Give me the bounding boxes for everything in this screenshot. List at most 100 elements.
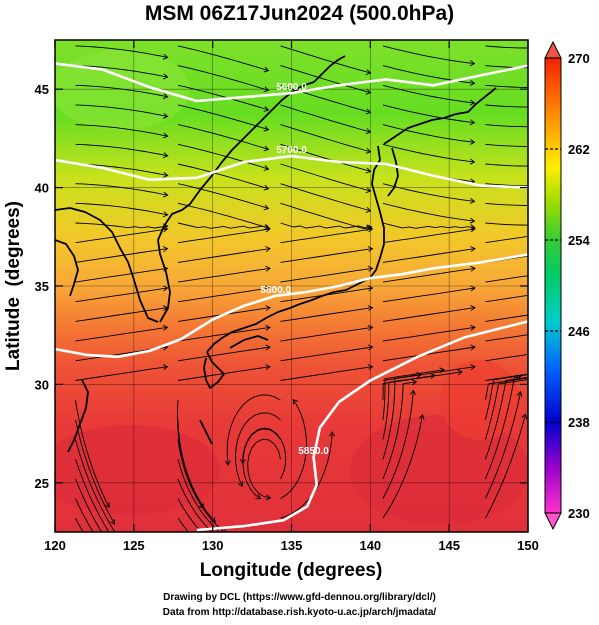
streamline bbox=[75, 366, 168, 381]
streamline bbox=[484, 379, 528, 440]
streamline bbox=[382, 366, 476, 381]
streamline bbox=[177, 104, 269, 131]
streamline bbox=[75, 45, 168, 58]
streamline bbox=[177, 267, 271, 283]
streamline bbox=[242, 428, 281, 500]
streamline-arrow bbox=[574, 221, 578, 226]
streamline-arrow bbox=[574, 103, 578, 108]
x-axis-label: Longitude (degrees) bbox=[200, 560, 383, 581]
streamline bbox=[485, 104, 528, 108]
streamline bbox=[382, 104, 475, 124]
streamline bbox=[382, 414, 424, 519]
streamline-arrow bbox=[232, 540, 237, 545]
streamline bbox=[280, 228, 373, 244]
wind-streamlines bbox=[75, 44, 578, 587]
streamline bbox=[75, 439, 116, 532]
streamline bbox=[382, 65, 475, 84]
streamline-arrow bbox=[470, 265, 476, 272]
x-tick-label: 140 bbox=[359, 538, 381, 553]
streamline-arrow bbox=[540, 375, 545, 380]
x-tick-label: 120 bbox=[44, 538, 66, 553]
streamline bbox=[485, 202, 528, 206]
streamline-arrow bbox=[574, 201, 578, 206]
streamline-arrow bbox=[255, 493, 262, 500]
colorbar-bottom-arrow bbox=[544, 512, 562, 531]
streamline bbox=[280, 267, 373, 283]
streamline bbox=[485, 373, 528, 381]
streamline bbox=[75, 287, 168, 303]
streamline-arrow bbox=[130, 582, 135, 587]
streamline-arrow bbox=[470, 305, 476, 312]
streamline-arrow bbox=[573, 345, 578, 350]
streamline bbox=[280, 248, 373, 263]
streamline bbox=[177, 202, 269, 229]
streamline-arrow bbox=[265, 364, 271, 371]
streamline bbox=[75, 267, 168, 283]
streamline bbox=[485, 334, 528, 342]
streamline bbox=[484, 391, 522, 499]
y-tick-label: 35 bbox=[35, 279, 49, 294]
streamline bbox=[75, 222, 168, 229]
streamline-arrow bbox=[469, 198, 476, 204]
streamline-arrow bbox=[573, 306, 578, 311]
streamline bbox=[382, 143, 475, 163]
streamline bbox=[226, 394, 281, 466]
streamline bbox=[75, 400, 110, 508]
streamline-arrow bbox=[470, 224, 476, 231]
streamline-arrow bbox=[328, 431, 335, 437]
streamline bbox=[382, 381, 417, 480]
streamline bbox=[177, 65, 269, 91]
streamline bbox=[382, 228, 476, 244]
streamline-arrow bbox=[263, 66, 270, 73]
streamline-arrow bbox=[263, 86, 270, 93]
streamline bbox=[177, 163, 269, 190]
x-axis: 120 125 130 135 140 145 150 bbox=[44, 40, 539, 553]
y-tick-label: 45 bbox=[35, 82, 49, 97]
streamline-arrow bbox=[263, 125, 270, 132]
streamline-arrow bbox=[292, 399, 299, 405]
streamline bbox=[485, 222, 528, 226]
streamline-arrow bbox=[470, 344, 476, 351]
streamline bbox=[177, 459, 221, 532]
streamline-arrow bbox=[224, 460, 231, 466]
streamline-arrow bbox=[574, 44, 578, 49]
streamline bbox=[280, 84, 371, 113]
contour-label: 5700.0 bbox=[276, 145, 307, 156]
streamline bbox=[75, 326, 168, 342]
streamline-arrow bbox=[263, 184, 270, 191]
streamline-arrow bbox=[265, 494, 272, 501]
streamline bbox=[382, 202, 475, 222]
streamline bbox=[485, 163, 528, 167]
streamline-arrow bbox=[367, 265, 374, 272]
streamline-arrow bbox=[198, 503, 205, 509]
streamline-arrow bbox=[162, 324, 169, 331]
streamline bbox=[280, 124, 371, 153]
streamline bbox=[485, 45, 528, 49]
streamline bbox=[177, 326, 271, 342]
streamline-arrow bbox=[573, 266, 578, 271]
streamline-arrow bbox=[263, 165, 270, 171]
streamline bbox=[485, 235, 528, 244]
streamline bbox=[484, 376, 528, 460]
streamline-arrow bbox=[367, 364, 374, 371]
x-tick-label: 145 bbox=[438, 538, 460, 553]
streamline bbox=[177, 84, 269, 111]
streamline bbox=[75, 419, 116, 525]
streamline-arrow bbox=[162, 132, 169, 139]
streamline bbox=[484, 377, 528, 401]
streamline-arrow bbox=[162, 285, 169, 292]
streamline bbox=[382, 307, 476, 322]
coastlines bbox=[55, 55, 497, 453]
contour-line bbox=[55, 154, 528, 189]
streamline bbox=[280, 183, 371, 212]
streamline bbox=[485, 275, 528, 283]
streamline-arrow bbox=[162, 112, 169, 119]
streamline-arrow bbox=[241, 550, 246, 555]
geopotential-contours: 5600.0 5700.0 5800.0 5850.0 bbox=[55, 62, 528, 532]
streamline bbox=[177, 222, 270, 229]
contour-line bbox=[55, 253, 528, 359]
streamline-arrow bbox=[470, 364, 476, 371]
streamline bbox=[485, 414, 526, 519]
streamline bbox=[75, 498, 94, 532]
streamline bbox=[247, 438, 281, 499]
